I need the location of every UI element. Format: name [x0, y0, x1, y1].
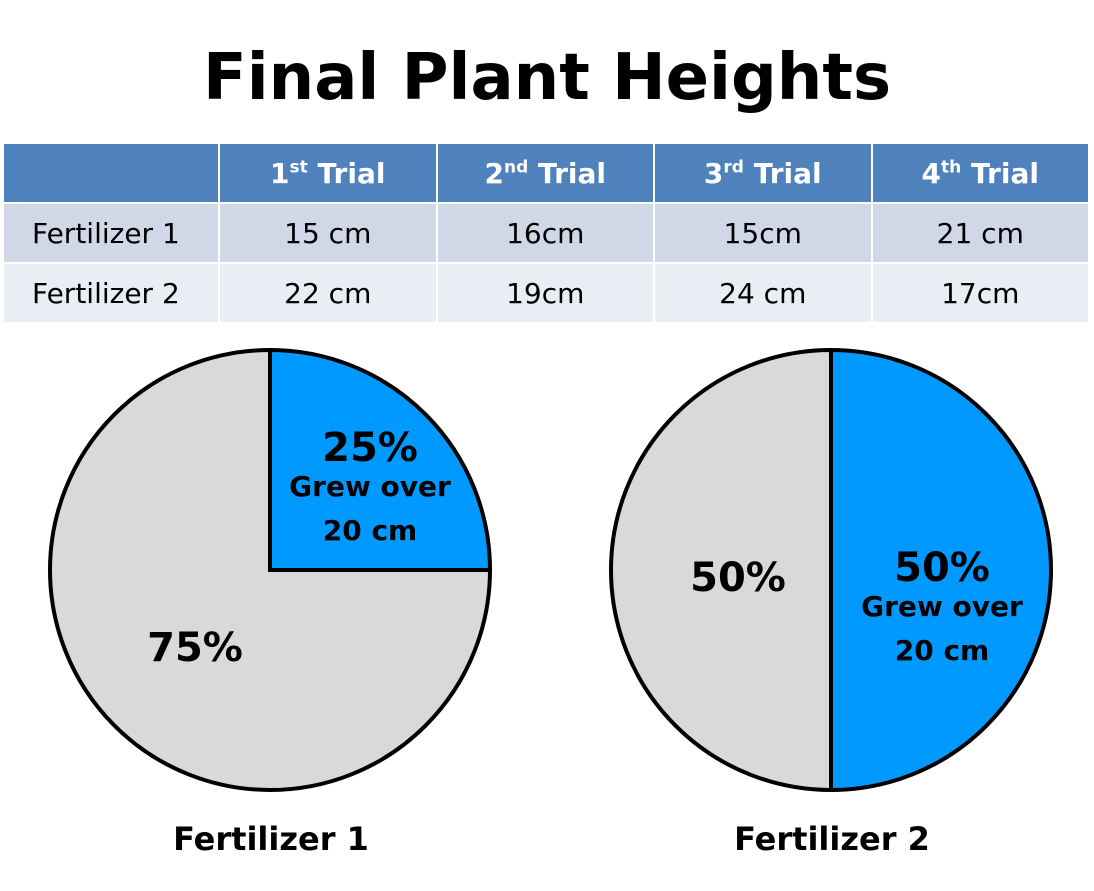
column-header: 2nd Trial: [435, 142, 655, 204]
slice-percent-label: 25%: [322, 425, 418, 471]
page-title: Final Plant Heights: [202, 41, 892, 115]
table-cell: 22 cm: [218, 262, 438, 324]
slice-percent-label: 50%: [894, 545, 990, 591]
slice-percent-label: 50%: [690, 555, 786, 601]
table-cell: 17cm: [870, 262, 1090, 324]
column-header: 3rd Trial: [653, 142, 873, 204]
heights-table: 1st Trial 2nd Trial 3rd Trial 4th Trial …: [2, 142, 1090, 324]
column-header: 1st Trial: [218, 142, 438, 204]
table-cell: 15 cm: [218, 202, 438, 264]
row-label: Fertilizer 2: [2, 262, 220, 324]
slice-description-label: 20 cm: [323, 514, 418, 547]
slice-description-label: 20 cm: [895, 634, 990, 667]
corner-cell: [2, 142, 220, 204]
slice-percent-label: 75%: [147, 625, 243, 671]
table-cell: 15cm: [653, 202, 873, 264]
slice-description-label: Grew over: [289, 470, 451, 503]
pie-title-fertilizer-1: Fertilizer 1: [173, 820, 369, 858]
pie-slice: [829, 347, 1053, 793]
table-cell: 16cm: [435, 202, 655, 264]
pie-slice: [48, 347, 493, 792]
table-cell: 19cm: [435, 262, 655, 324]
table-header-row: 1st Trial 2nd Trial 3rd Trial 4th Trial: [2, 142, 1090, 204]
column-header: 4th Trial: [870, 142, 1090, 204]
slice-description-label: Grew over: [861, 590, 1023, 623]
row-label: Fertilizer 1: [2, 202, 220, 264]
pie-chart-1: 25%Grew over 20 cm 75%: [48, 347, 493, 792]
table-row: Fertilizer 1 15 cm 16cm 15cm 21 cm: [2, 202, 1090, 264]
pie-title-fertilizer-2: Fertilizer 2: [734, 820, 930, 858]
table-cell: 24 cm: [653, 262, 873, 324]
pie-slice: [268, 347, 493, 572]
pie-slice: [609, 347, 833, 793]
table-cell: 21 cm: [870, 202, 1090, 264]
table-row: Fertilizer 2 22 cm 19cm 24 cm 17cm: [2, 262, 1090, 324]
